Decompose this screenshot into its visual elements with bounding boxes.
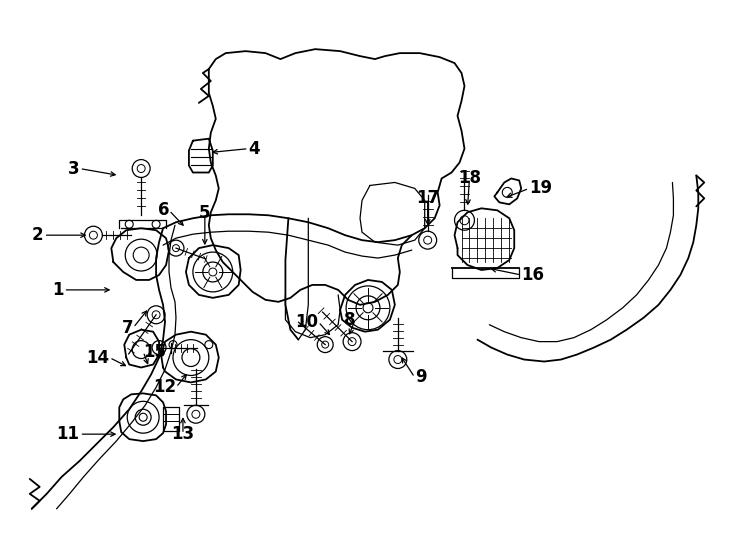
Text: 7: 7 [122, 319, 133, 337]
Text: 3: 3 [68, 159, 79, 178]
Text: 13: 13 [172, 425, 195, 443]
Text: 18: 18 [458, 170, 481, 187]
Text: 11: 11 [57, 425, 79, 443]
Text: 16: 16 [521, 266, 544, 284]
Text: 4: 4 [249, 140, 261, 158]
Text: 10: 10 [295, 313, 319, 330]
Text: 17: 17 [416, 190, 439, 207]
Text: 19: 19 [529, 179, 552, 198]
Text: 1: 1 [52, 281, 64, 299]
Text: 15: 15 [143, 342, 166, 361]
Text: 14: 14 [86, 348, 109, 367]
Text: 9: 9 [415, 368, 426, 387]
Text: 6: 6 [158, 201, 169, 219]
Text: 2: 2 [32, 226, 43, 244]
Text: 12: 12 [153, 379, 176, 396]
Text: 5: 5 [199, 204, 211, 222]
Text: 8: 8 [344, 310, 355, 329]
